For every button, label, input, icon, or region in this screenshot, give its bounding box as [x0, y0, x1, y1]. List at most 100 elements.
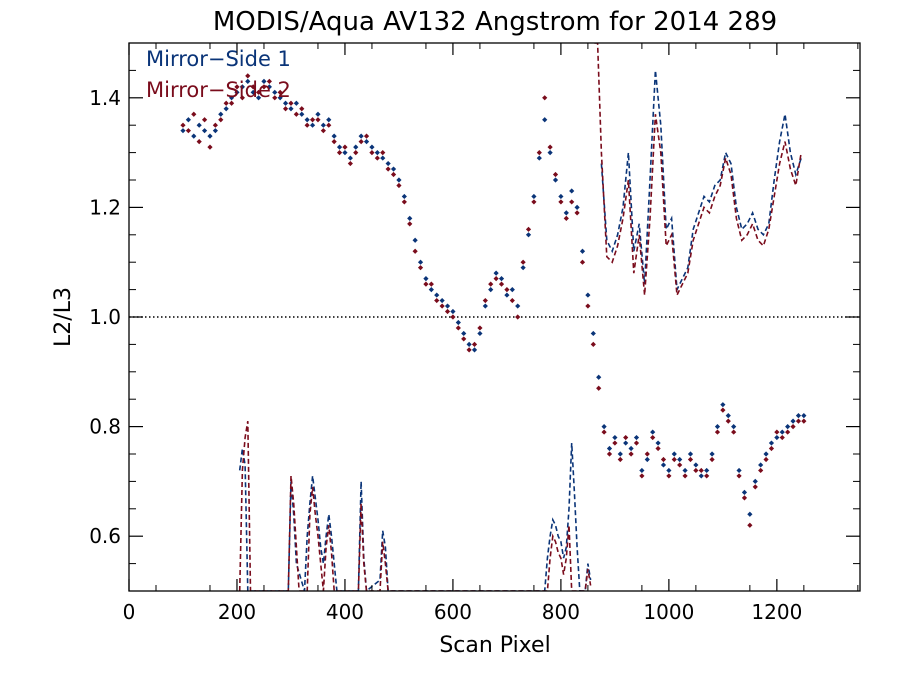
data-point	[234, 84, 240, 90]
data-point	[504, 292, 510, 298]
data-point	[207, 133, 213, 139]
data-point	[493, 270, 499, 276]
data-point	[682, 473, 688, 479]
x-tick-label: 800	[542, 600, 580, 624]
data-point	[191, 133, 197, 139]
data-point	[574, 210, 580, 216]
data-point	[439, 303, 445, 309]
data-point	[768, 440, 775, 446]
y-tick-label: 1.2	[89, 195, 121, 219]
series-2-upper-curve	[594, 43, 802, 299]
data-point	[785, 424, 791, 430]
data-point	[245, 78, 251, 84]
x-tick-label: 200	[218, 600, 256, 624]
data-point	[779, 429, 785, 435]
data-point	[331, 139, 337, 145]
data-point	[444, 308, 451, 315]
data-point	[639, 473, 645, 479]
data-point	[731, 429, 737, 435]
data-point	[547, 144, 553, 150]
data-point	[763, 451, 769, 457]
data-point	[590, 341, 596, 347]
data-point	[709, 451, 715, 457]
data-point	[228, 100, 235, 106]
data-point	[488, 287, 494, 293]
chart-title: MODIS/Aqua AV132 Angstrom for 2014 289	[213, 7, 777, 37]
data-point	[266, 84, 272, 90]
legend: Mirror−Side 1 Mirror−Side 2	[146, 47, 291, 102]
data-point	[320, 122, 326, 128]
data-point	[698, 473, 704, 479]
data-point	[650, 434, 656, 441]
data-point	[677, 462, 683, 468]
data-point	[282, 100, 289, 106]
data-point	[687, 451, 694, 457]
data-point	[795, 413, 802, 419]
data-point	[752, 478, 758, 484]
data-point	[628, 451, 634, 457]
data-point	[633, 434, 640, 441]
data-point	[741, 495, 748, 501]
data-point	[396, 182, 402, 189]
data-point	[671, 456, 677, 463]
data-point	[801, 418, 807, 424]
data-point	[520, 259, 526, 265]
data-point	[180, 128, 186, 134]
data-point	[623, 440, 629, 446]
x-axis-label: Scan Pixel	[439, 633, 550, 658]
data-point	[471, 341, 478, 347]
y-tick-label: 0.8	[89, 415, 121, 439]
data-point	[574, 204, 580, 210]
data-point	[644, 451, 650, 457]
data-point	[596, 385, 602, 391]
data-point	[585, 303, 591, 309]
data-point	[774, 434, 780, 441]
data-point	[315, 111, 321, 117]
data-point	[255, 89, 262, 95]
data-point	[455, 319, 461, 326]
x-tick-label: 1000	[643, 600, 694, 624]
data-point	[666, 473, 672, 479]
data-point	[488, 281, 494, 287]
data-point	[601, 424, 607, 430]
data-point	[606, 445, 613, 452]
data-point	[185, 117, 191, 123]
data-point	[569, 199, 575, 205]
data-point	[563, 215, 569, 221]
data-point	[380, 150, 386, 156]
data-point	[299, 106, 305, 112]
data-point	[245, 73, 251, 79]
data-point	[698, 467, 704, 474]
data-point	[515, 314, 521, 320]
data-point	[579, 259, 586, 265]
data-point	[412, 248, 418, 254]
data-point	[482, 303, 488, 309]
data-point	[639, 467, 645, 474]
data-point	[520, 265, 526, 271]
data-point	[795, 418, 802, 424]
data-point	[714, 424, 721, 430]
data-point	[779, 434, 785, 441]
data-point	[309, 122, 316, 128]
data-point	[628, 445, 634, 452]
data-point	[326, 117, 332, 123]
data-point	[374, 155, 380, 161]
x-tick-label: 0	[123, 600, 136, 624]
data-point	[196, 139, 202, 145]
data-point	[569, 188, 575, 194]
data-point	[407, 215, 413, 221]
y-axis-label: L2/L3	[51, 287, 76, 347]
data-point	[477, 325, 483, 331]
data-point	[590, 330, 596, 337]
data-point	[579, 248, 586, 254]
data-point	[477, 330, 483, 337]
x-tick-label: 400	[326, 600, 364, 624]
data-point	[191, 111, 197, 117]
legend-entry-2: Mirror−Side 2	[146, 78, 291, 102]
data-point	[239, 84, 245, 90]
data-point	[704, 473, 710, 479]
data-point	[617, 451, 623, 457]
data-point	[552, 177, 559, 183]
data-point	[758, 467, 764, 474]
